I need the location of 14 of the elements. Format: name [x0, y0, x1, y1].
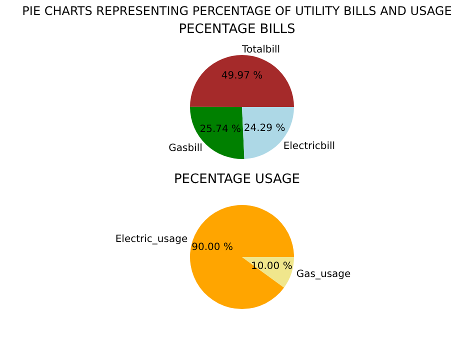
slice-label: Totalbill	[241, 44, 280, 56]
slice-label: Gasbill	[168, 142, 202, 154]
pie-slice	[190, 205, 294, 309]
chart-subtitle: PECENTAGE BILLS	[178, 22, 296, 39]
chart-title: PIE CHARTS REPRESENTING PERCENTAGE OF UTILITY BILLS AND USAGE	[21, 4, 453, 20]
slice-label: Gas_usage	[296, 269, 351, 280]
pie-slice	[190, 55, 294, 107]
data-label: 90.00 %	[192, 242, 233, 253]
slice-label: Electricbill	[283, 141, 336, 152]
data-label: 25.74 %	[200, 124, 242, 136]
slice-label: Electric_usage	[115, 234, 188, 245]
chart-title: PECENTAGE USAGE	[172, 172, 302, 189]
data-label: 24.29 %	[244, 123, 286, 134]
data-label: 49.97 %	[221, 70, 263, 82]
